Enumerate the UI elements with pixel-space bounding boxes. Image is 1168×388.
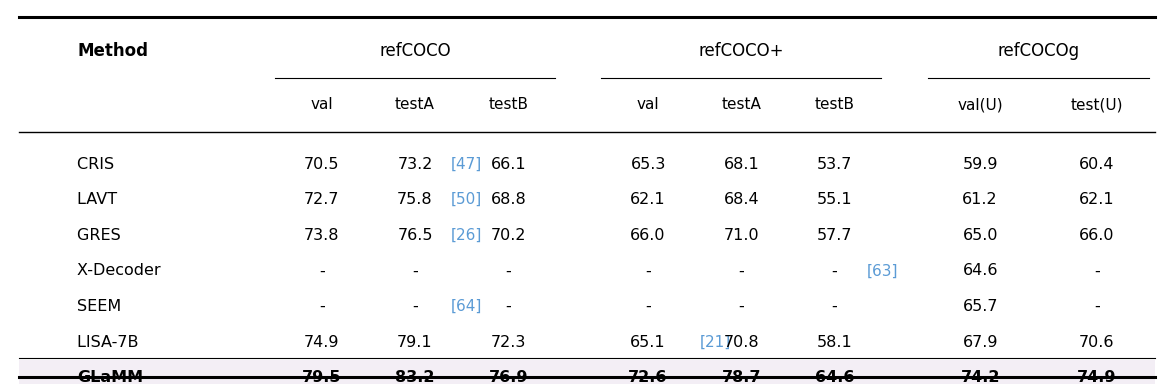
Text: [63]: [63]: [867, 263, 898, 278]
Text: testB: testB: [814, 97, 855, 112]
Text: 61.2: 61.2: [962, 192, 997, 207]
Text: 76.9: 76.9: [488, 370, 528, 385]
Text: 66.0: 66.0: [631, 228, 666, 243]
Text: 72.6: 72.6: [628, 370, 668, 385]
FancyBboxPatch shape: [19, 360, 1155, 388]
Text: 70.5: 70.5: [304, 157, 340, 171]
Text: 73.2: 73.2: [397, 157, 432, 171]
Text: -: -: [1093, 263, 1099, 278]
Text: 70.8: 70.8: [723, 334, 759, 350]
Text: 67.9: 67.9: [962, 334, 997, 350]
Text: 83.2: 83.2: [395, 370, 434, 385]
Text: 55.1: 55.1: [816, 192, 853, 207]
Text: -: -: [832, 263, 837, 278]
Text: refCOCOg: refCOCOg: [997, 42, 1079, 60]
Text: refCOCO: refCOCO: [380, 42, 451, 60]
Text: val: val: [311, 97, 333, 112]
Text: 72.7: 72.7: [304, 192, 340, 207]
Text: 78.7: 78.7: [722, 370, 762, 385]
Text: -: -: [319, 299, 325, 314]
Text: CRIS: CRIS: [77, 157, 119, 171]
Text: 79.5: 79.5: [303, 370, 341, 385]
Text: -: -: [645, 263, 651, 278]
Text: 76.5: 76.5: [397, 228, 433, 243]
Text: GRES: GRES: [77, 228, 126, 243]
Text: [64]: [64]: [451, 299, 482, 314]
Text: 66.1: 66.1: [491, 157, 526, 171]
Text: -: -: [738, 263, 744, 278]
Text: -: -: [506, 299, 512, 314]
Text: 70.2: 70.2: [491, 228, 526, 243]
Text: SEEM: SEEM: [77, 299, 126, 314]
Text: LISA-7B: LISA-7B: [77, 334, 144, 350]
Text: 65.7: 65.7: [962, 299, 997, 314]
Text: 68.8: 68.8: [491, 192, 526, 207]
Text: 72.3: 72.3: [491, 334, 526, 350]
Text: testA: testA: [395, 97, 434, 112]
Text: 62.1: 62.1: [631, 192, 666, 207]
Text: 59.9: 59.9: [962, 157, 997, 171]
Text: -: -: [738, 299, 744, 314]
Text: 74.2: 74.2: [960, 370, 1000, 385]
Text: 65.0: 65.0: [962, 228, 997, 243]
Text: X-Decoder: X-Decoder: [77, 263, 166, 278]
Text: Method: Method: [77, 42, 148, 60]
Text: GLaMM: GLaMM: [77, 370, 144, 385]
Text: 57.7: 57.7: [816, 228, 853, 243]
Text: 53.7: 53.7: [816, 157, 853, 171]
Text: testB: testB: [488, 97, 528, 112]
Text: -: -: [645, 299, 651, 314]
Text: 64.6: 64.6: [962, 263, 997, 278]
Text: 75.8: 75.8: [397, 192, 433, 207]
Text: val: val: [637, 97, 660, 112]
Text: 68.4: 68.4: [723, 192, 759, 207]
Text: refCOCO+: refCOCO+: [698, 42, 784, 60]
Text: 58.1: 58.1: [816, 334, 853, 350]
Text: testA: testA: [722, 97, 762, 112]
Text: LAVT: LAVT: [77, 192, 123, 207]
Text: 65.3: 65.3: [631, 157, 666, 171]
Text: [21]: [21]: [701, 334, 731, 350]
Text: val(U): val(U): [958, 97, 1003, 112]
Text: 66.0: 66.0: [1079, 228, 1114, 243]
Text: [50]: [50]: [451, 192, 482, 207]
Text: -: -: [412, 263, 418, 278]
Text: 71.0: 71.0: [723, 228, 759, 243]
Text: -: -: [1093, 299, 1099, 314]
Text: -: -: [319, 263, 325, 278]
Text: 60.4: 60.4: [1079, 157, 1114, 171]
Text: -: -: [412, 299, 418, 314]
Text: 73.8: 73.8: [304, 228, 340, 243]
Text: 62.1: 62.1: [1079, 192, 1114, 207]
Text: 68.1: 68.1: [723, 157, 759, 171]
Text: [26]: [26]: [451, 228, 482, 243]
Text: 64.6: 64.6: [815, 370, 854, 385]
Text: 74.9: 74.9: [1077, 370, 1117, 385]
Text: [47]: [47]: [451, 157, 482, 171]
Text: -: -: [506, 263, 512, 278]
Text: 65.1: 65.1: [631, 334, 666, 350]
Text: -: -: [832, 299, 837, 314]
Text: 74.9: 74.9: [304, 334, 340, 350]
Text: test(U): test(U): [1070, 97, 1122, 112]
Text: 70.6: 70.6: [1079, 334, 1114, 350]
Text: 79.1: 79.1: [397, 334, 433, 350]
